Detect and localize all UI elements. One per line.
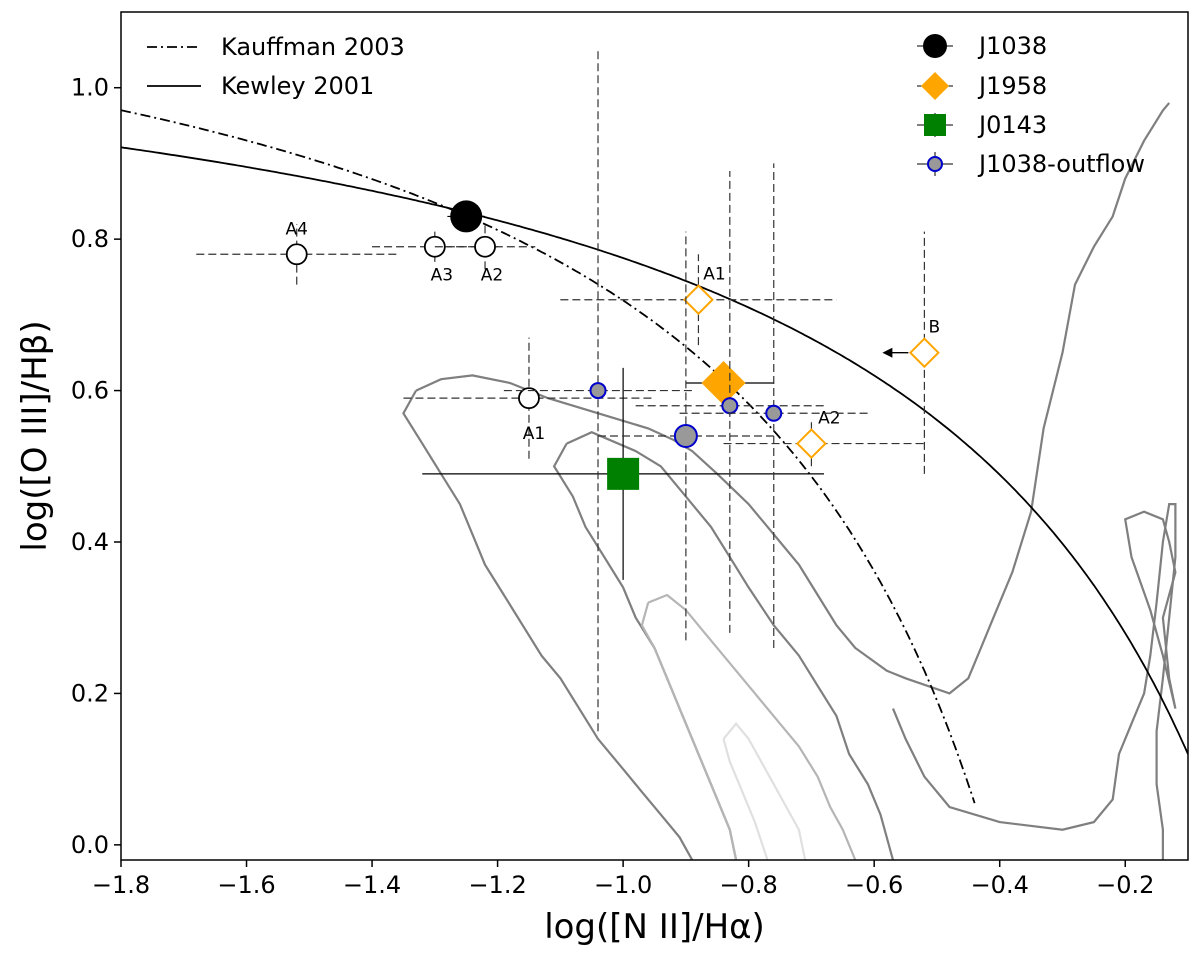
j1958-point-0 — [701, 361, 746, 405]
j1958-knots-point-B — [908, 337, 940, 369]
contour-innermost — [722, 721, 807, 860]
contour-inner — [647, 593, 857, 860]
j1038-outflow-point-0 — [589, 382, 607, 400]
j1958-knots-point-B-limit-arrow — [882, 347, 893, 358]
kauffman-2003-line — [121, 109, 976, 804]
j1958-knots-point-A2-label: A2 — [818, 409, 840, 429]
j1958-knots-point-B-label: B — [929, 318, 941, 338]
j1038-knots-point-A1 — [518, 387, 540, 410]
x-tick-label: −1.4 — [343, 871, 401, 899]
legend-label-5: J1038-outflow — [977, 150, 1145, 178]
y-axis-label: log([O III]/Hβ) — [15, 320, 55, 551]
legend-marker-0 — [923, 34, 947, 58]
legend-label-4: J0143 — [977, 111, 1047, 139]
j1038-knots-point-A4-label: A4 — [286, 219, 308, 239]
axis-ticks: −1.8 −1.6 −1.4 −1.2 −1.0 −0.8 −0.6 −0.4 −0.2 0.0 0… — [71, 74, 1155, 899]
j1958-knots-point-A1 — [683, 284, 714, 316]
j1038-knots-point-A2 — [474, 235, 496, 258]
kewley-2001-line — [121, 146, 1188, 755]
contour-innermost-left — [722, 738, 769, 860]
contour-mid — [566, 430, 895, 860]
y-tick-label: 0.4 — [71, 528, 109, 556]
x-tick-label: −0.6 — [845, 871, 903, 899]
j1038-outflow-point-2 — [765, 404, 783, 422]
x-tick-label: −0.8 — [720, 871, 778, 899]
legend: Kauffman 2003 Kewley 2001 J1038 J1958 J0143 J… — [147, 32, 1145, 178]
contour-mid-left — [552, 443, 738, 860]
data-markers: A4 A3 A2 A1 A1 B A2 — [196, 49, 941, 732]
contour-inner-left — [640, 602, 738, 860]
contour-outer-right-lower — [891, 503, 1177, 860]
x-tick-label: −1.6 — [217, 871, 275, 899]
j1038-knots-point-A2-label: A2 — [481, 266, 503, 286]
legend-label-1: Kewley 2001 — [221, 72, 374, 100]
j1038-outflow-point-3 — [673, 424, 698, 448]
legend-label-0: Kauffman 2003 — [221, 33, 405, 61]
j1958-knots-point-A2 — [795, 428, 827, 459]
demarcation-lines — [121, 109, 1188, 804]
x-tick-label: −0.2 — [1096, 871, 1154, 899]
plot-frame — [120, 11, 1189, 861]
j1958-knots-point-A1-label: A1 — [703, 265, 725, 285]
legend-marker-1 — [921, 72, 949, 100]
contour-outer-right-lobe — [1123, 510, 1177, 709]
legend-label-3: J1958 — [977, 72, 1047, 100]
y-tick-label: 0.0 — [71, 831, 109, 859]
x-tick-label: −1.8 — [92, 871, 150, 899]
contour-outer-left — [402, 390, 694, 860]
x-tick-label: −0.4 — [971, 871, 1029, 899]
y-tick-label: 1.0 — [71, 74, 109, 102]
j1038-outflow-point-1 — [721, 397, 739, 415]
j1038-knots-point-A4 — [285, 243, 308, 266]
x-axis-label: log([N II]/Hα) — [544, 907, 765, 947]
j1038-point-0 — [450, 200, 483, 233]
legend-label-2: J1038 — [977, 32, 1047, 60]
legend-marker-2 — [924, 114, 946, 136]
y-tick-label: 0.8 — [71, 225, 109, 253]
j1038-knots-point-A1-label: A1 — [523, 424, 545, 444]
y-tick-label: 0.2 — [71, 679, 109, 707]
legend-marker-3 — [927, 156, 943, 172]
sdss-contours — [402, 102, 1177, 860]
x-tick-label: −1.2 — [468, 871, 526, 899]
j1038-knots-point-A3-label: A3 — [431, 266, 453, 286]
x-tick-label: −1.0 — [594, 871, 652, 899]
y-tick-label: 0.6 — [71, 377, 109, 405]
j0143-point-0 — [607, 457, 640, 490]
